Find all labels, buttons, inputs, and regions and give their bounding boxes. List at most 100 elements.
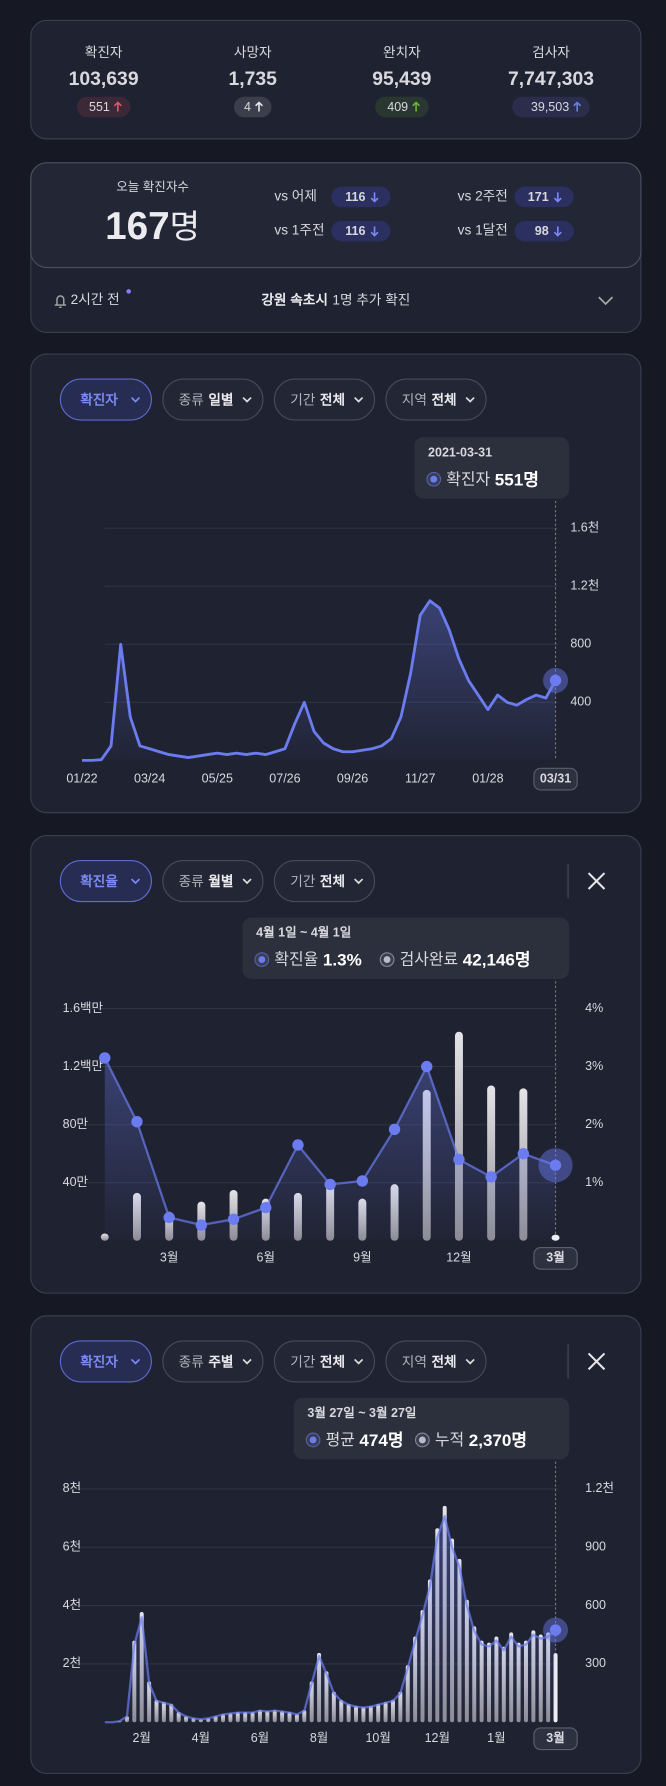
tooltip-entry: 확진율 1.3% [274,950,361,969]
arrow-up [255,101,263,112]
legend-dot [430,475,438,483]
x-tick-label: 3월 [546,1730,564,1745]
x-tick-label: 03/31 [540,771,571,785]
filter-chip[interactable]: 기간 전체 [273,1340,376,1383]
delta-pill [375,96,429,118]
chip-bg [385,1340,487,1383]
chip-bg [273,378,376,421]
x-tick-label: 11/27 [405,771,435,785]
tooltip-entry: 확진자 551명 [446,470,539,489]
point [227,1213,240,1225]
y-tick-label: 6천 [63,1540,81,1554]
point [453,1153,465,1166]
filter-chip[interactable]: 확진율 [59,859,153,903]
chip-text: 종류 주별 [179,1353,234,1369]
tooltip-title: 3월 27일 ~ 3월 27일 [307,1405,416,1420]
chip-value: 전체 [320,873,345,889]
filter-chip[interactable]: 지역 전체 [385,378,487,421]
x-tick-label: 9월 [353,1251,371,1265]
compare-label: vs 어제 [274,189,317,204]
filter-chip[interactable]: 종류 월별 [162,859,264,903]
chip-value: 확진자 [80,391,118,407]
chip-bg [59,378,153,421]
compare-pill [514,220,574,242]
y-tick-label: 4천 [63,1598,81,1612]
area [104,1516,556,1723]
filter-chip[interactable]: 종류 주별 [162,1340,264,1383]
compare-value: 171 [528,190,549,204]
filter-chip[interactable]: 지역 전체 [385,1340,487,1383]
x-tick-label: 05/25 [202,771,233,785]
close-button[interactable] [587,872,606,890]
chip-value: 전체 [431,1353,456,1369]
stat-delta: 39,503 [531,100,569,114]
arrow-up [412,101,421,112]
x-label-pill [533,767,578,791]
chip-text: 기간 전체 [290,873,345,889]
compare-pill [331,220,391,242]
x-label-pill [533,1727,578,1751]
chip-text: 지역 전체 [402,1353,457,1369]
chip-value: 전체 [320,1353,345,1369]
arrow-up [573,101,582,112]
point [388,1123,401,1135]
filter-chip[interactable]: 기간 전체 [273,378,376,421]
x-tick-label: 1월 [487,1731,505,1745]
chevron [354,878,364,885]
notice-text: 1명 추가 확진 [332,292,410,307]
chip-key: 종류 [179,1354,204,1369]
stat-delta: 409 [387,100,408,114]
chip-value: 일별 [208,391,233,407]
filter-chip[interactable]: 확진자 [59,378,153,421]
x-tick-label: 8월 [310,1731,328,1745]
filter-chip[interactable]: 기간 전체 [273,859,376,903]
stat-value: 7,747,303 [508,68,594,90]
filter-chip[interactable]: 확진자 [59,1340,153,1383]
tooltip-title: 4월 1일 ~ 4월 1일 [256,925,351,940]
stat-value: 1,735 [229,68,278,90]
stat-value: 95,439 [372,68,431,90]
point [549,674,562,687]
close-button[interactable] [587,1352,606,1371]
close-icon [587,872,606,890]
point [549,1624,562,1636]
point [292,1139,304,1151]
new-dot [126,289,131,294]
delta-pill [233,96,272,118]
x-tick-label: 3월 [546,1250,564,1265]
x-tick-label: 6월 [251,1731,269,1745]
today-panel [30,162,642,269]
chip-value: 전체 [431,391,456,407]
chip-text: 종류 일별 [179,391,234,407]
tooltip-title: 2021-03-31 [428,445,492,459]
chevron [354,1358,364,1365]
chip-key: 종류 [179,392,204,407]
notice-place: 강원 속초시 [261,291,328,307]
x-tick-label: 10월 [365,1731,390,1745]
x-label-pill [533,1247,578,1270]
arrow-down [553,226,562,237]
x-tick-label: 12월 [425,1731,450,1745]
compare-pill [514,186,574,208]
arrow-down [553,192,562,203]
y2-tick-label: 2% [585,1117,603,1131]
legend-dot [309,1436,317,1444]
tooltip-entry: 평균 474명 [326,1431,404,1450]
legend-name: 확진율 [274,951,318,969]
y-tick-label: 80만 [63,1117,89,1131]
chip-key: 기간 [290,1354,316,1369]
point [324,1178,336,1191]
chip-bg [162,1340,264,1383]
legend-name: 평균 [326,1431,355,1449]
chip-text: 기간 전체 [290,391,345,407]
chip-text: 기간 전체 [290,1353,345,1369]
filter-chip[interactable]: 종류 일별 [162,378,264,421]
stat-value: 103,639 [69,68,139,90]
tooltip [293,1397,570,1460]
y-tick-label: 1.2천 [570,579,599,593]
bell-icon [54,295,67,309]
tooltip-entry: 검사완료 42,146명 [400,950,531,969]
compare-value: 116 [345,224,365,238]
y-tick-label: 800 [570,637,591,651]
legend-name: 누적 [435,1431,464,1449]
